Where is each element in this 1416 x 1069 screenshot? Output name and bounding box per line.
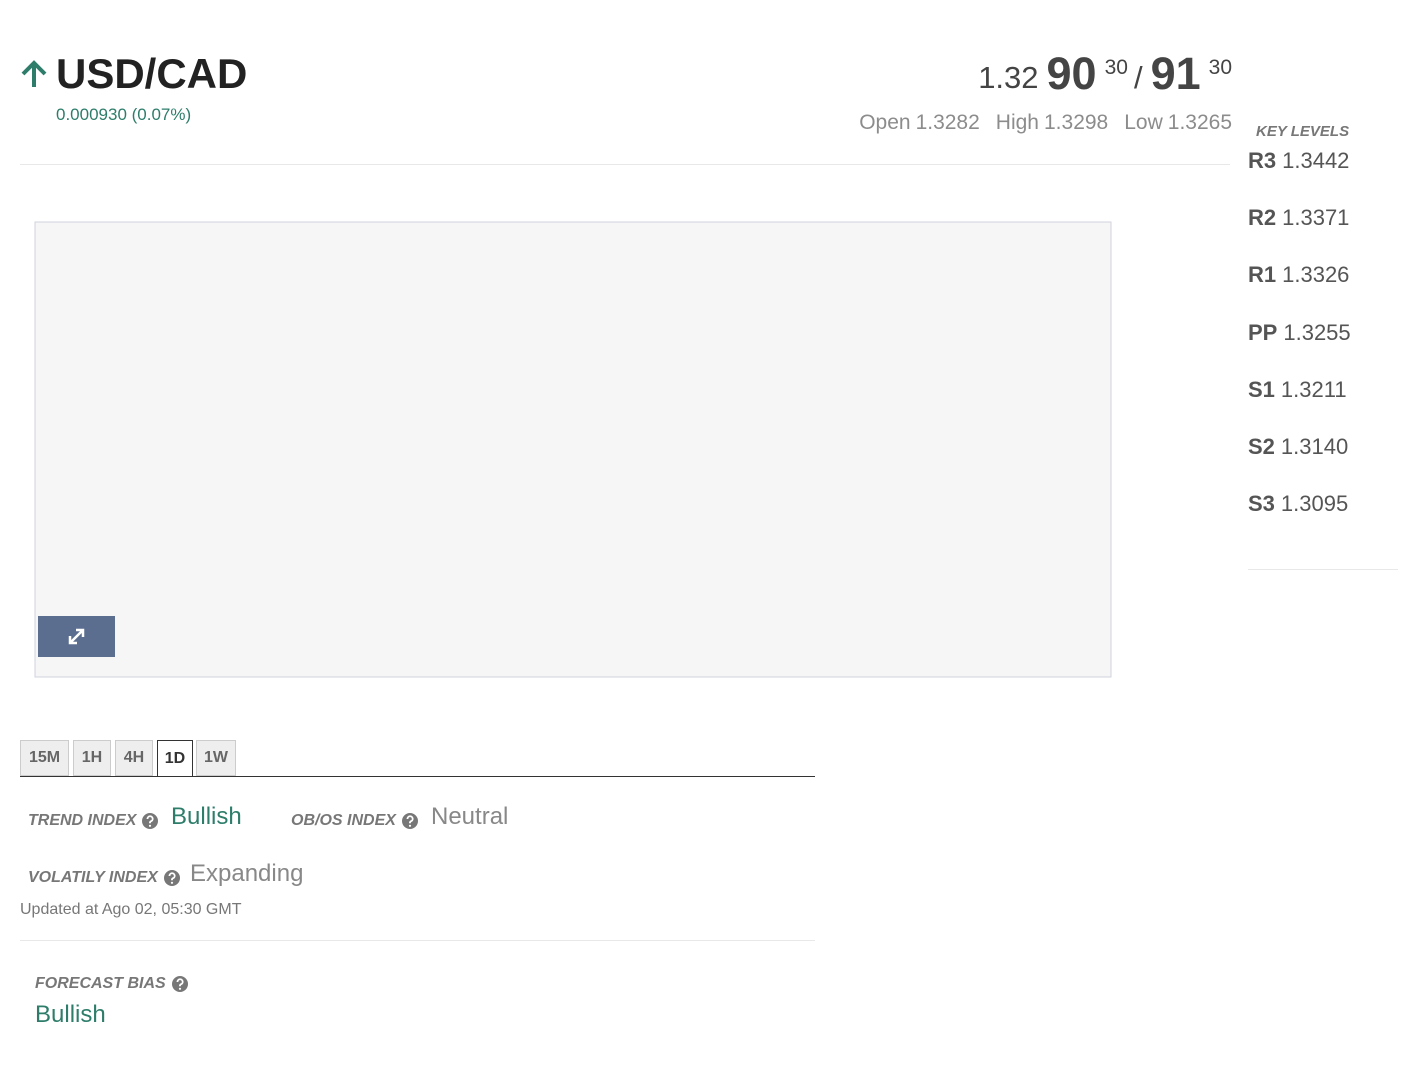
key-level: R1 1.3326 [1248,262,1349,288]
key-level-value: 1.3140 [1280,434,1349,459]
forecast-value: Bullish [35,1001,106,1028]
up-arrow-icon [21,60,47,87]
help-icon[interactable] [141,812,159,830]
tabs-underline [20,776,815,777]
plot-area [34,221,1112,678]
key-level: R3 1.3442 [1248,148,1349,174]
ohlc-item: High 1.3298 [996,111,1108,135]
divider [20,940,815,941]
key-level-name: R3 [1248,148,1277,173]
forecast-label-text: FORECAST BIAS [35,975,166,992]
timeframe-tab[interactable]: 4H [115,740,153,776]
key-level-value: 1.3095 [1280,491,1349,517]
timeframe-tab[interactable]: 1W [196,740,236,776]
ohlc-label: Low [1124,111,1163,134]
key-level-value: 1.3371 [1282,205,1350,231]
ohlc-row: Open 1.3282 High 1.3298 Low 1.3265 [859,111,1232,135]
timeframe-tab[interactable]: 15M [20,740,69,776]
chart [34,221,1112,678]
ohlc-label: Open [859,111,911,134]
timeframe-tab[interactable]: 1D [157,740,193,777]
key-level-value: 1.3211 [1280,376,1347,402]
bid-pips: 90 [1046,48,1097,99]
forecast-label: FORECAST BIAS [35,975,189,993]
ohlc-value: 1.3265 [1167,111,1232,134]
key-level-value: 1.3442 [1282,148,1350,173]
ask-pips: 91 [1150,48,1201,99]
index-label-text: VOLATILY INDEX [28,869,158,886]
key-level-name: S1 [1248,376,1275,402]
ohlc-value: 1.3282 [915,111,980,134]
index-label: TREND INDEX [28,812,159,830]
key-level-name: R1 [1248,262,1277,288]
key-level: R2 1.3371 [1248,205,1349,231]
big-figure: 1.32 [978,60,1039,95]
ohlc-label: High [995,111,1039,134]
index-label: OB/OS INDEX [291,812,419,830]
expand-button[interactable] [38,616,115,657]
ohlc-item: Low 1.3265 [1124,111,1232,135]
index-value: Neutral [431,803,509,830]
key-level: PP 1.3255 [1248,320,1351,346]
index-label-text: OB/OS INDEX [291,812,396,829]
key-level: S3 1.3095 [1248,491,1348,517]
quote: 1.32 90 30 / 91 30 [978,48,1232,100]
bid-fraction: 30 [1104,56,1128,79]
help-icon[interactable] [401,812,419,830]
key-level-value: 1.3326 [1282,262,1350,288]
key-level-name: R2 [1248,205,1277,231]
index-label: VOLATILY INDEX [28,869,181,887]
help-icon[interactable] [163,869,181,887]
ask-fraction: 30 [1208,56,1232,79]
key-level-name: PP [1248,319,1278,345]
separator: / [1133,60,1143,95]
change: 0.000930 (0.07%) [56,105,192,124]
key-level-name: S3 [1248,491,1275,517]
symbol: USD/CAD [56,50,248,97]
index-value: Expanding [190,860,304,887]
key-level-value: 1.3255 [1283,319,1351,345]
help-icon[interactable] [171,975,189,993]
ohlc-item: Open 1.3282 [859,111,980,135]
timeframe-tab[interactable]: 1H [73,740,111,776]
key-level: S1 1.3211 [1248,377,1347,403]
updated: Updated at Ago 02, 05:30 GMT [20,901,242,918]
divider [1248,569,1398,570]
divider [20,164,1230,165]
expand-icon [68,628,85,645]
key-level-name: S2 [1248,434,1275,459]
ohlc-value: 1.3298 [1044,111,1109,134]
key-levels-title: KEY LEVELS [1256,123,1350,140]
index-value: Bullish [171,803,242,830]
key-level: S2 1.3140 [1248,434,1348,460]
index-label-text: TREND INDEX [28,812,137,829]
